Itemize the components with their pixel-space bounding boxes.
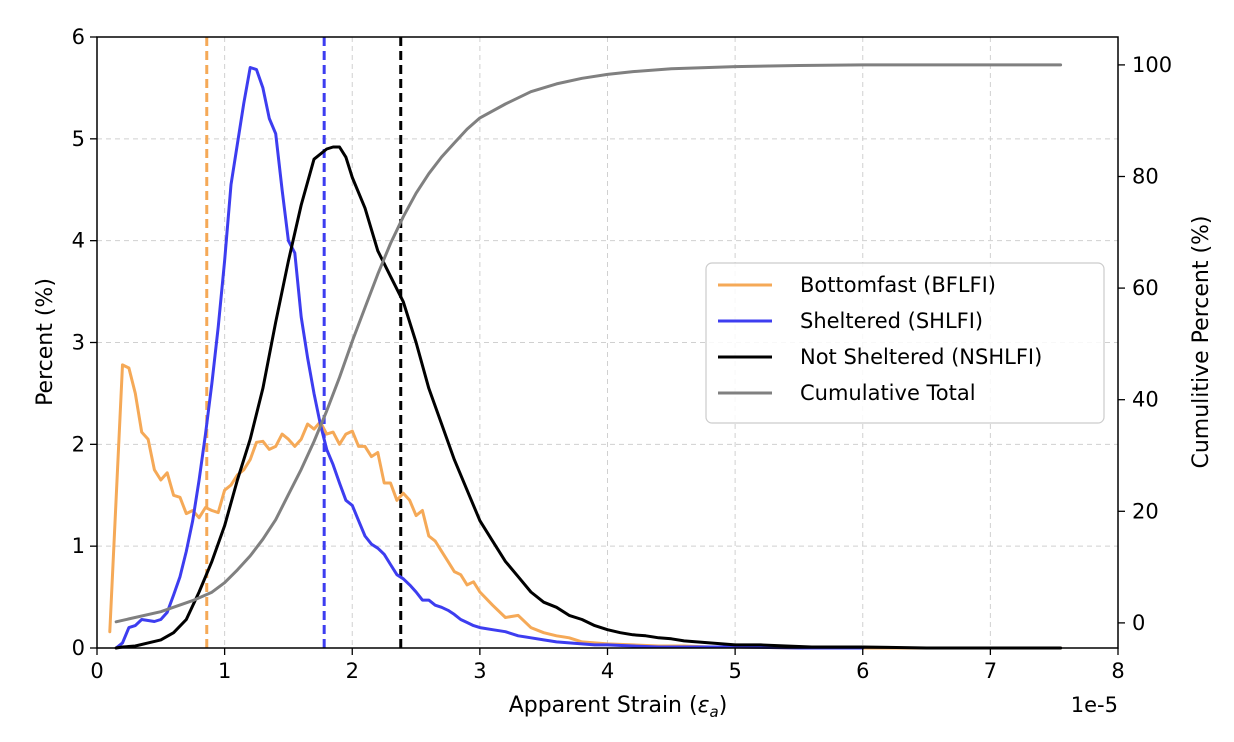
y-left-tick-label: 0 <box>72 636 85 660</box>
x-tick-label: 2 <box>346 659 359 683</box>
series-line <box>114 145 1063 650</box>
x-tick-label: 6 <box>856 659 869 683</box>
y-right-tick-label: 0 <box>1132 611 1145 635</box>
legend-label: Sheltered (SHLFI) <box>800 309 983 333</box>
y-left-tick-label: 1 <box>72 534 85 558</box>
y-left-tick-label: 4 <box>72 229 85 253</box>
y-right-tick-label: 60 <box>1132 276 1159 300</box>
legend: Bottomfast (BFLFI) Sheltered (SHLFI) Not S… <box>705 262 1105 424</box>
series-line <box>114 66 865 650</box>
x-axis-label: Apparent Strain (εa) <box>509 693 728 721</box>
y-right-tick-label: 80 <box>1132 164 1159 188</box>
series-lines <box>108 63 1063 650</box>
x-tick-label: 5 <box>728 659 741 683</box>
legend-label: Not Sheltered (NSHLFI) <box>800 345 1042 369</box>
series-line <box>108 363 1063 650</box>
x-tick-label: 3 <box>473 659 486 683</box>
x-offset-text: 1e-5 <box>1071 693 1118 717</box>
legend-label: Cumulative Total <box>800 381 976 405</box>
y-left-tick-label: 2 <box>72 432 85 456</box>
x-tick-label: 4 <box>601 659 614 683</box>
y-right-tick-label: 20 <box>1132 499 1159 523</box>
y-left-tick-label: 3 <box>72 331 85 355</box>
left-y-axis: 0 1 2 3 4 5 6 <box>72 25 97 660</box>
series-line <box>114 63 1063 624</box>
y-right-tick-label: 100 <box>1132 53 1172 77</box>
x-axis: 0 1 2 3 4 5 6 7 8 <box>90 648 1125 683</box>
x-tick-label: 8 <box>1111 659 1124 683</box>
legend-box <box>705 262 1105 424</box>
reference-lines <box>205 37 403 648</box>
right-y-axis: 0 20 40 60 80 100 <box>1118 53 1172 635</box>
y-left-tick-label: 5 <box>72 127 85 151</box>
y-right-tick-label: 40 <box>1132 388 1159 412</box>
legend-label: Bottomfast (BFLFI) <box>800 273 996 297</box>
x-tick-label: 0 <box>90 659 103 683</box>
left-y-axis-label: Percent (%) <box>33 278 58 406</box>
x-tick-label: 7 <box>984 659 997 683</box>
right-y-axis-label: Cumulitive Percent (%) <box>1189 215 1214 468</box>
x-tick-label: 1 <box>218 659 231 683</box>
y-left-tick-label: 6 <box>72 25 85 49</box>
